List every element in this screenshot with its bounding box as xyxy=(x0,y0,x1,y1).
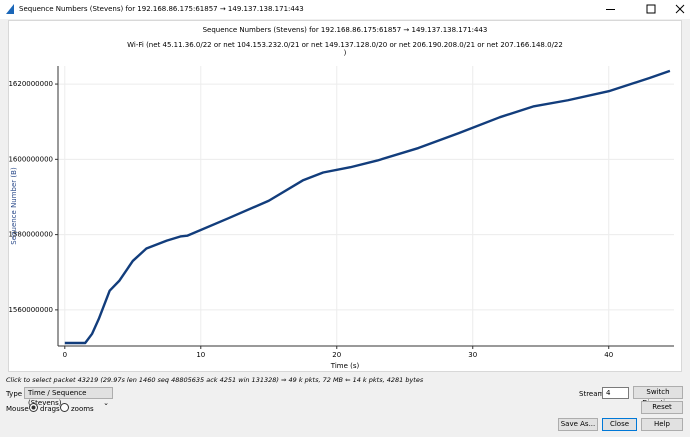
stream-value: 4 xyxy=(606,389,611,397)
reset-button[interactable]: Reset xyxy=(641,401,683,414)
chart[interactable]: Sequence Numbers (Stevens) for 192.168.8… xyxy=(8,20,682,372)
x-tick-label: 0 xyxy=(63,351,67,359)
switch-direction-button[interactable]: Switch Direction xyxy=(633,386,683,407)
close-button[interactable]: Close xyxy=(602,418,637,431)
series-line xyxy=(64,69,671,345)
y-tick-label: 1580000000 xyxy=(8,231,53,239)
type-select[interactable]: Time / Sequence (Stevens) ⌄ xyxy=(24,387,113,407)
x-tick-label: 10 xyxy=(196,351,205,359)
x-axis-label: Time (s) xyxy=(330,362,360,370)
window-title: Sequence Numbers (Stevens) for 192.168.8… xyxy=(19,5,304,13)
mouse-label: Mouse xyxy=(6,405,29,413)
y-tick-label: 1600000000 xyxy=(8,155,53,163)
chart-title: Sequence Numbers (Stevens) for 192.168.8… xyxy=(203,26,488,34)
y-tick-label: 1620000000 xyxy=(8,80,53,88)
help-button[interactable]: Help xyxy=(641,418,683,431)
chart-subtitle: Wi-Fi (net 45.11.36.0/22 or net 104.153.… xyxy=(127,41,563,49)
app-icon xyxy=(6,4,14,14)
title-bar: Sequence Numbers (Stevens) for 192.168.8… xyxy=(0,0,690,19)
drags-radio[interactable] xyxy=(29,403,39,413)
x-tick-label: 30 xyxy=(468,351,477,359)
status-text: Click to select packet 43219 (29.97s len… xyxy=(6,376,424,384)
x-tick-label: 40 xyxy=(604,351,613,359)
save-as-button[interactable]: Save As... xyxy=(558,418,598,431)
y-axis-label: Sequence Number (B) xyxy=(10,167,18,245)
y-tick-label: 1560000000 xyxy=(8,306,53,314)
chart-subtitle: ) xyxy=(344,49,347,57)
stream-label: Stream xyxy=(579,390,605,398)
window-buttons[interactable] xyxy=(600,0,690,19)
x-tick-label: 20 xyxy=(332,351,341,359)
type-label: Type xyxy=(6,390,23,398)
zooms-label[interactable]: zooms xyxy=(71,405,94,413)
drags-label[interactable]: drags xyxy=(40,405,60,413)
type-value: Time / Sequence (Stevens) xyxy=(28,389,87,407)
zooms-radio[interactable] xyxy=(60,403,70,413)
stream-spinbox[interactable]: 4 xyxy=(602,387,629,399)
